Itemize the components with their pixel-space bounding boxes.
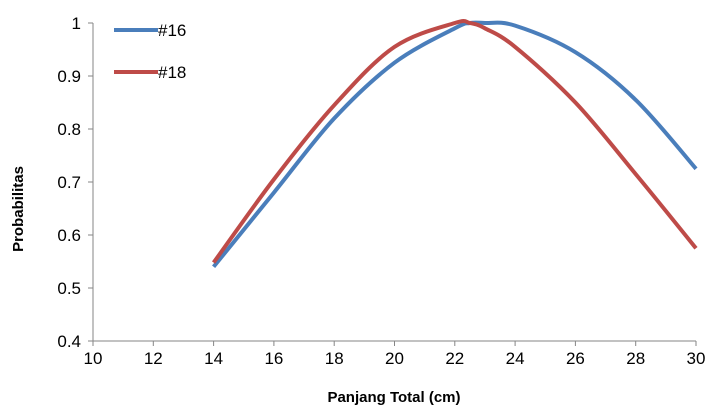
axes [88,22,697,346]
x-tick-label: 30 [687,349,706,368]
y-tick-label: 0.9 [57,67,81,86]
x-tick-label: 22 [445,349,464,368]
y-tick-label: 0.6 [57,226,81,245]
x-tick-label: 10 [84,349,103,368]
legend-label-2: #18 [158,63,186,82]
series-line-2 [211,19,698,264]
x-tick-label: 24 [506,349,525,368]
y-tick-label: 0.8 [57,120,81,139]
x-tick-label: 20 [385,349,404,368]
legend: #16 #18 [114,21,186,82]
x-axis-title: Panjang Total (cm) [327,389,460,406]
x-tick-label: 26 [566,349,585,368]
x-tick-label: 18 [325,349,344,368]
y-tick-label: 1 [72,14,81,33]
series-lines [211,19,698,269]
y-axis-title: Probabilitas [10,166,27,252]
y-tick-label: 0.5 [57,279,81,298]
y-tick-label: 0.4 [57,332,81,351]
legend-label-1: #16 [158,21,186,40]
x-tick-label: 12 [144,349,163,368]
tick-labels: 10 12 14 16 18 20 22 24 26 28 30 0.4 0.5 0.6 0.7 0.8 0.9… [57,14,705,368]
x-tick-label: 14 [204,349,223,368]
x-tick-label: 28 [626,349,645,368]
y-tick-label: 0.7 [57,173,81,192]
x-tick-label: 16 [264,349,283,368]
series-line-1 [212,20,698,269]
